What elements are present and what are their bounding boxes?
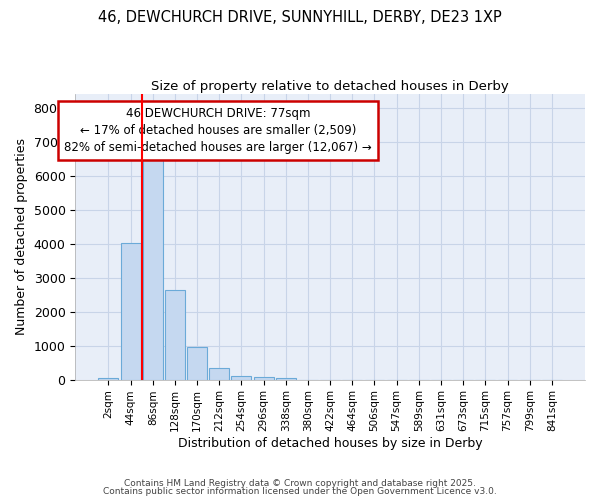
Bar	[276, 378, 296, 380]
Bar	[232, 376, 251, 380]
Bar	[165, 290, 185, 380]
Bar	[121, 243, 140, 380]
Bar	[143, 154, 163, 380]
Text: Contains public sector information licensed under the Open Government Licence v3: Contains public sector information licen…	[103, 487, 497, 496]
Title: Size of property relative to detached houses in Derby: Size of property relative to detached ho…	[151, 80, 509, 93]
Text: 46 DEWCHURCH DRIVE: 77sqm
← 17% of detached houses are smaller (2,509)
82% of se: 46 DEWCHURCH DRIVE: 77sqm ← 17% of detac…	[64, 107, 372, 154]
Text: Contains HM Land Registry data © Crown copyright and database right 2025.: Contains HM Land Registry data © Crown c…	[124, 478, 476, 488]
Y-axis label: Number of detached properties: Number of detached properties	[15, 138, 28, 336]
Bar	[209, 368, 229, 380]
Text: 46, DEWCHURCH DRIVE, SUNNYHILL, DERBY, DE23 1XP: 46, DEWCHURCH DRIVE, SUNNYHILL, DERBY, D…	[98, 10, 502, 25]
Bar	[187, 346, 207, 380]
Bar	[254, 377, 274, 380]
X-axis label: Distribution of detached houses by size in Derby: Distribution of detached houses by size …	[178, 437, 482, 450]
Bar	[98, 378, 118, 380]
